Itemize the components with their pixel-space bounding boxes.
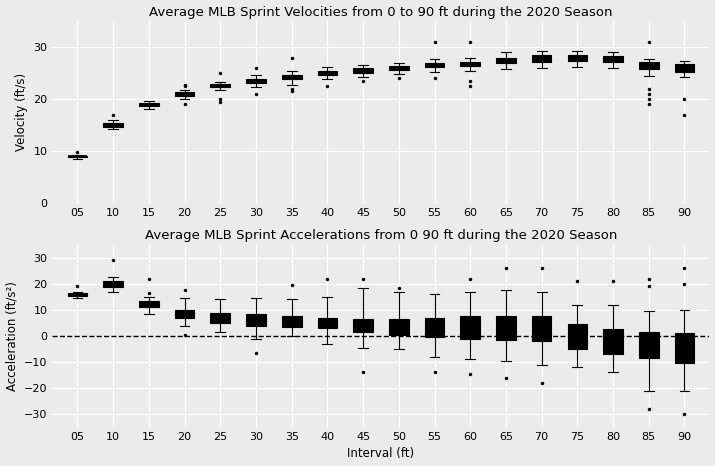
PathPatch shape xyxy=(246,79,266,82)
PathPatch shape xyxy=(496,316,516,340)
PathPatch shape xyxy=(317,70,337,75)
PathPatch shape xyxy=(282,316,302,327)
X-axis label: Interval (ft): Interval (ft) xyxy=(347,447,415,460)
PathPatch shape xyxy=(568,55,587,61)
PathPatch shape xyxy=(317,318,337,328)
PathPatch shape xyxy=(425,63,444,68)
Y-axis label: Acceleration (ft/s²): Acceleration (ft/s²) xyxy=(6,281,19,391)
PathPatch shape xyxy=(210,84,230,87)
PathPatch shape xyxy=(639,62,659,69)
PathPatch shape xyxy=(139,103,159,106)
PathPatch shape xyxy=(675,333,694,363)
PathPatch shape xyxy=(460,316,480,338)
PathPatch shape xyxy=(460,62,480,66)
PathPatch shape xyxy=(639,332,659,358)
Title: Average MLB Sprint Velocities from 0 to 90 ft during the 2020 Season: Average MLB Sprint Velocities from 0 to … xyxy=(149,6,613,19)
PathPatch shape xyxy=(246,314,266,326)
PathPatch shape xyxy=(174,310,194,318)
PathPatch shape xyxy=(389,319,409,335)
Y-axis label: Velocity (ft/s): Velocity (ft/s) xyxy=(15,73,28,151)
PathPatch shape xyxy=(532,55,551,62)
Title: Average MLB Sprint Accelerations from 0 90 ft during the 2020 Season: Average MLB Sprint Accelerations from 0 … xyxy=(144,229,617,242)
PathPatch shape xyxy=(603,329,623,354)
PathPatch shape xyxy=(532,316,551,341)
PathPatch shape xyxy=(210,313,230,323)
PathPatch shape xyxy=(675,64,694,72)
PathPatch shape xyxy=(568,324,587,349)
PathPatch shape xyxy=(496,57,516,63)
PathPatch shape xyxy=(353,69,373,73)
PathPatch shape xyxy=(389,66,409,70)
PathPatch shape xyxy=(603,56,623,62)
PathPatch shape xyxy=(139,301,159,307)
PathPatch shape xyxy=(425,318,444,337)
PathPatch shape xyxy=(353,319,373,332)
PathPatch shape xyxy=(104,281,123,287)
PathPatch shape xyxy=(68,293,87,296)
PathPatch shape xyxy=(68,156,87,158)
PathPatch shape xyxy=(282,75,302,79)
PathPatch shape xyxy=(174,92,194,96)
PathPatch shape xyxy=(104,123,123,127)
